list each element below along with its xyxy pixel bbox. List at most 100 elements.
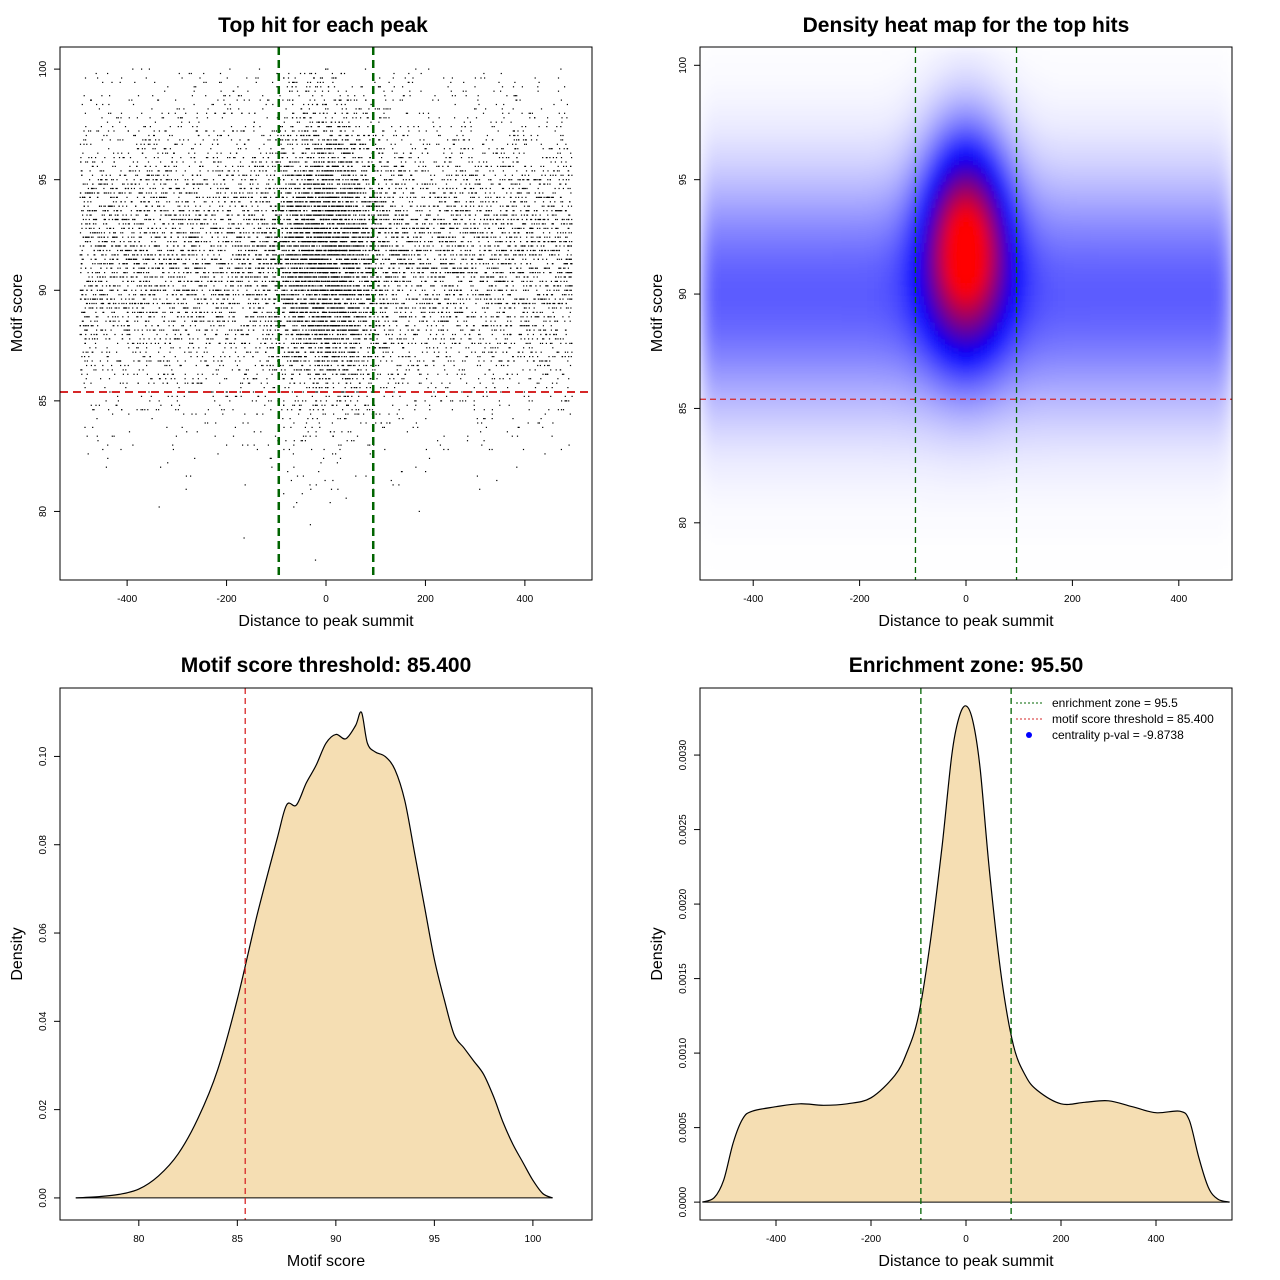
scatter-point (437, 249, 439, 252)
scatter-point (332, 373, 334, 375)
scatter-point (196, 320, 198, 322)
scatter-point (480, 342, 482, 344)
scatter-point (502, 378, 504, 380)
scatter-point (373, 329, 375, 331)
scatter-point (327, 325, 329, 327)
scatter-point (173, 338, 176, 340)
scatter-point (90, 201, 92, 203)
scatter-point (156, 302, 158, 305)
scatter-point (552, 174, 554, 176)
scatter-point (293, 506, 295, 508)
scatter-point (157, 99, 159, 101)
scatter-point (515, 205, 517, 207)
scatter-point (560, 157, 563, 159)
scatter-point (320, 254, 322, 256)
scatter-point (374, 356, 377, 358)
scatter-point (485, 320, 487, 322)
scatter-point (292, 103, 294, 106)
scatter-point (388, 302, 390, 305)
scatter-point (130, 183, 132, 185)
scatter-point (507, 294, 509, 296)
scatter-point (203, 81, 205, 83)
scatter-point (304, 440, 306, 442)
scatter-point (496, 152, 498, 154)
scatter-point (187, 289, 190, 291)
scatter-point (332, 174, 334, 176)
scatter-point (491, 254, 493, 256)
scatter-point (223, 298, 226, 300)
scatter-point (256, 192, 258, 194)
scatter-point (446, 241, 448, 243)
scatter-point (550, 395, 552, 397)
scatter-point (429, 333, 432, 336)
scatter-point (249, 272, 252, 274)
scatter-point (178, 108, 180, 110)
scatter-point (242, 165, 244, 167)
scatter-point (323, 201, 325, 203)
scatter-point (329, 378, 331, 380)
scatter-point (424, 400, 426, 402)
scatter-point (305, 241, 307, 243)
scatter-point (319, 152, 321, 154)
scatter-point (399, 258, 401, 260)
scatter-point (507, 143, 509, 145)
scatter-point (149, 143, 151, 145)
scatter-point (167, 373, 169, 375)
scatter-point (343, 227, 345, 229)
scatter-point (529, 272, 531, 274)
scatter-point (210, 391, 213, 393)
scatter-point (336, 404, 338, 406)
scatter-point (199, 320, 201, 322)
scatter-point (285, 333, 287, 336)
scatter-point (256, 294, 258, 296)
scatter-point (101, 329, 104, 331)
scatter-point (399, 395, 401, 397)
scatter-point (486, 276, 489, 278)
scatter-point (555, 307, 557, 309)
scatter-point (455, 289, 458, 291)
scatter-point (353, 179, 356, 181)
scatter-point (247, 258, 249, 260)
scatter-point (144, 320, 147, 322)
scatter-point (331, 117, 333, 119)
scatter-point (225, 241, 227, 243)
scatter-point (352, 373, 354, 375)
scatter-point (385, 249, 387, 252)
scatter-point (391, 338, 393, 340)
scatter-point (217, 360, 219, 362)
scatter-point (193, 307, 195, 309)
scatter-point (459, 325, 461, 327)
scatter-point (367, 285, 369, 287)
scatter-point (331, 236, 333, 238)
scatter-point (320, 241, 323, 243)
scatter-point (167, 302, 169, 305)
scatter-point (470, 276, 472, 278)
scatter-point (352, 329, 354, 331)
scatter-point (571, 223, 573, 225)
scatter-point (424, 298, 427, 300)
scatter-point (333, 280, 335, 282)
scatter-point (292, 280, 294, 282)
scatter-point (172, 444, 174, 446)
scatter-point (277, 329, 279, 331)
scatter-point (260, 382, 262, 384)
scatter-point (340, 249, 342, 252)
scatter-point (459, 152, 462, 154)
scatter-point (558, 267, 560, 269)
scatter-point (563, 267, 565, 269)
scatter-point (450, 360, 452, 362)
scatter-point (95, 311, 97, 313)
scatter-point (309, 524, 311, 526)
scatter-point (409, 205, 411, 207)
scatter-point (303, 241, 306, 243)
scatter-point (403, 378, 405, 380)
scatter-point (368, 333, 370, 336)
scatter-point (485, 139, 487, 141)
scatter-point (512, 272, 514, 274)
scatter-point (95, 210, 97, 212)
scatter-point (290, 187, 292, 190)
scatter-point (353, 223, 355, 225)
scatter-point (293, 342, 295, 344)
scatter-point (317, 289, 319, 291)
scatter-point (313, 201, 315, 203)
